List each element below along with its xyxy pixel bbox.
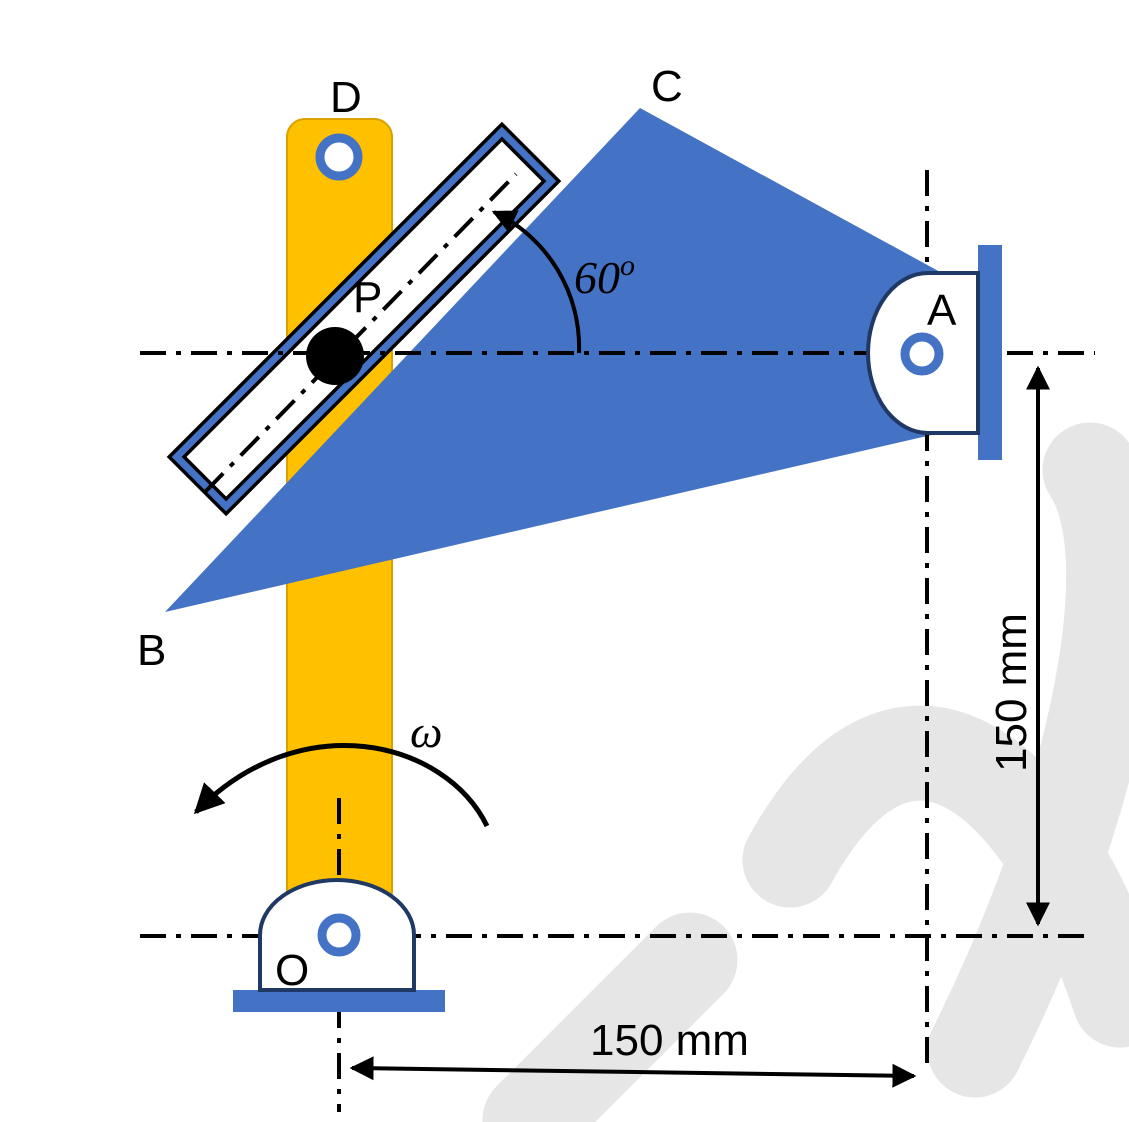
omega-arrow [193,743,490,828]
label-o: O [275,946,309,995]
label-d: D [330,73,362,122]
label-a: A [927,286,957,335]
omega-label: ω [410,706,442,757]
plate-abc [165,108,942,612]
label-p: P [353,273,382,322]
horizontal-dimension-label: 150 mm [590,1016,749,1065]
support-o [233,878,445,1012]
label-b: B [137,626,166,675]
vertical-dimension-label: 150 mm [987,613,1036,772]
angle-label: 60o [574,249,635,303]
support-a [866,245,1002,460]
horizontal-dimension-arrow [349,1056,917,1088]
slot-frame [166,121,562,517]
pin-d [315,133,363,181]
pin-p [306,327,364,385]
watermark [482,422,1129,1122]
slot-centerline [203,172,518,494]
label-c: C [651,62,683,111]
angle-arc [491,210,582,354]
